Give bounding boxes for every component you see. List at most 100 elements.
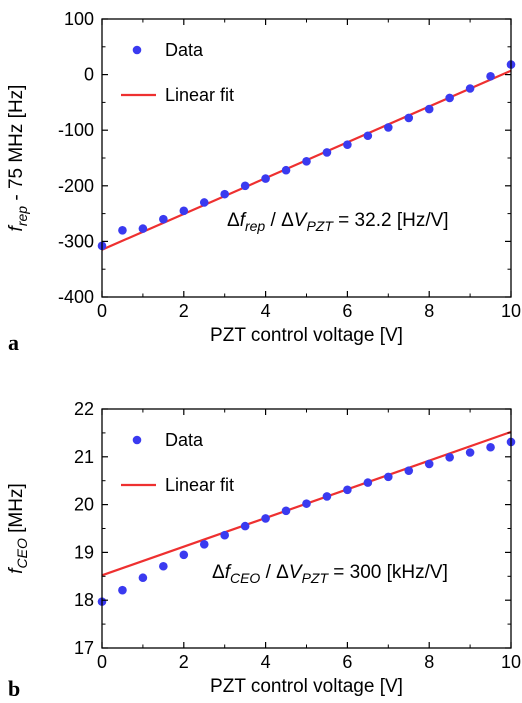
x-tick-label: 4 <box>261 652 271 672</box>
plot-frame <box>101 408 512 649</box>
y-tick-label: -100 <box>58 120 94 140</box>
data-point <box>199 539 209 549</box>
legend-data-marker <box>132 435 142 445</box>
y-tick-label: 0 <box>84 65 94 85</box>
annot-f-subscript: rep <box>245 218 265 234</box>
legend-fit-label: Linear fit <box>165 85 234 105</box>
data-point <box>465 448 475 457</box>
data-point <box>199 198 209 207</box>
data-point <box>302 499 311 508</box>
data-point <box>404 466 414 475</box>
x-axis-label: PZT control voltage [V] <box>210 676 403 697</box>
data-point <box>445 452 454 462</box>
panel-letter: b <box>8 676 20 701</box>
annot-f: f <box>240 210 247 231</box>
y-tick-label: 21 <box>74 447 94 467</box>
data-point <box>322 148 332 157</box>
x-tick-label: 8 <box>424 301 434 321</box>
data-point <box>363 478 373 487</box>
y-tick-label: 22 <box>74 399 94 419</box>
data-point <box>384 472 393 482</box>
data-point <box>138 224 148 233</box>
y-axis-label: fCEO [MHz] <box>6 483 30 574</box>
x-tick-label: 0 <box>97 652 107 672</box>
data-point <box>486 71 495 81</box>
data-point <box>240 521 250 531</box>
annot-delta-2: Δ <box>276 562 289 583</box>
y-tick-label: 18 <box>74 590 94 610</box>
x-tick-label: 10 <box>501 652 521 672</box>
legend-data-label: Data <box>165 40 204 60</box>
data-point <box>159 561 168 571</box>
data-point <box>343 485 352 495</box>
y-tick-label: -200 <box>58 176 94 196</box>
legend-data-label: Data <box>165 430 204 450</box>
x-tick-label: 2 <box>179 301 189 321</box>
annot-f-subscript: CEO <box>230 570 260 586</box>
data-point <box>465 84 475 93</box>
annot-v: V <box>289 562 304 583</box>
panel-b: 0 2 4 6 8 10 17 18 19 20 21 22 PZT control voltage [… <box>6 399 521 701</box>
y-tick-label: -400 <box>58 287 94 307</box>
panel-a: 0 2 4 6 8 10 -400 -300 -200 -100 0 100 PZT control v… <box>6 9 521 355</box>
data-point <box>363 131 373 141</box>
data-point <box>404 113 414 123</box>
x-tick-label: 0 <box>97 301 107 321</box>
y-label-rest: [MHz] <box>6 483 27 538</box>
data-point <box>281 165 291 175</box>
y-tick-label: 100 <box>64 9 94 29</box>
data-point <box>159 214 168 224</box>
x-tick-label: 6 <box>342 652 352 672</box>
legend-data-marker <box>132 45 142 55</box>
x-tick-label: 6 <box>342 301 352 321</box>
annot-delta-2: Δ <box>281 210 294 231</box>
y-label-f: f <box>6 567 27 574</box>
data-point <box>322 492 332 501</box>
annot-f: f <box>225 562 232 583</box>
x-tick-label: 8 <box>424 652 434 672</box>
y-label-rest: - 75 MHz [Hz] <box>6 85 27 206</box>
data-point <box>384 123 393 132</box>
annot-delta: Δ <box>227 210 240 231</box>
data-point <box>486 442 495 452</box>
data-point <box>220 189 229 199</box>
annot-value: = 32.2 [Hz/V] <box>333 210 449 231</box>
slope-annotation: ΔfCEO / ΔVPZT = 300 [kHz/V] <box>212 562 448 586</box>
y-label-subscript: CEO <box>14 538 30 568</box>
data-point <box>118 585 127 595</box>
data-point <box>261 174 270 183</box>
panel-letter: a <box>8 330 19 355</box>
data-point <box>118 225 127 235</box>
data-point <box>179 206 189 216</box>
y-label-subscript: rep <box>14 206 30 226</box>
data-point <box>424 104 434 114</box>
data-point <box>343 140 352 149</box>
data-point <box>302 157 311 166</box>
data-point <box>281 506 291 516</box>
y-tick-label: 17 <box>74 638 94 658</box>
data-point <box>445 93 454 103</box>
data-point <box>220 530 229 540</box>
annot-slash: / <box>260 562 276 583</box>
y-tick-label: 20 <box>74 495 94 515</box>
data-point <box>138 573 148 583</box>
annot-delta: Δ <box>212 562 225 583</box>
annot-slash: / <box>265 210 281 231</box>
data-point <box>179 550 189 560</box>
x-tick-label: 4 <box>261 301 271 321</box>
y-tick-label: -300 <box>58 231 94 251</box>
annot-v: V <box>294 210 309 231</box>
annot-v-subscript: PZT <box>302 570 330 586</box>
data-point <box>261 514 270 523</box>
y-tick-label: 19 <box>74 542 94 562</box>
x-axis-label: PZT control voltage [V] <box>210 325 403 346</box>
x-tick-label: 10 <box>501 301 521 321</box>
legend-fit-label: Linear fit <box>165 475 234 495</box>
y-label-f: f <box>6 224 27 231</box>
x-tick-label: 2 <box>179 652 189 672</box>
slope-annotation: Δfrep / ΔVPZT = 32.2 [Hz/V] <box>227 210 449 234</box>
annot-v-subscript: PZT <box>306 218 334 234</box>
data-point <box>424 459 434 469</box>
annot-value: = 300 [kHz/V] <box>328 562 448 583</box>
